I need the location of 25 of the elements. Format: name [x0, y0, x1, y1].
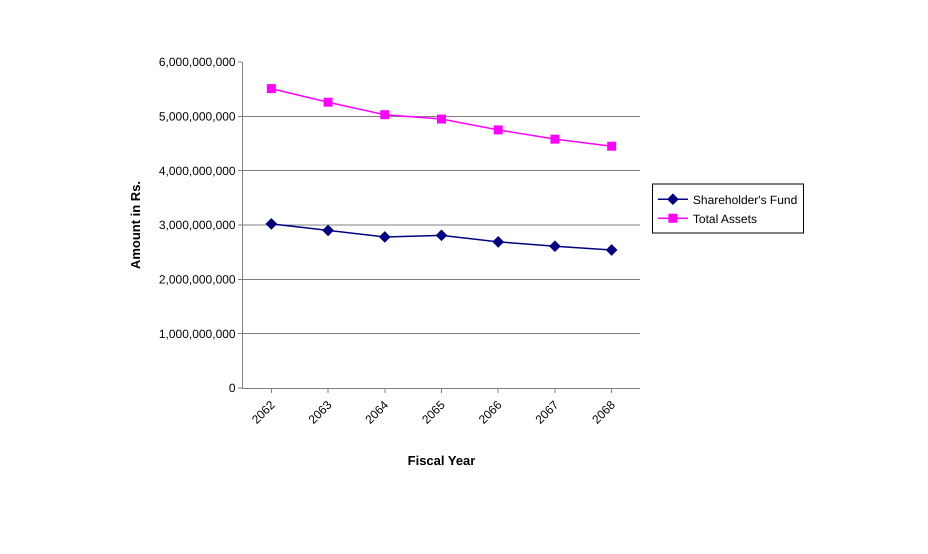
point [606, 244, 618, 256]
point [549, 240, 561, 252]
y-tick-label: 2,000,000,000 [158, 272, 236, 287]
y-tick-label: 3,000,000,000 [158, 218, 236, 232]
point [324, 98, 333, 107]
legend-label: Total Assets [692, 212, 757, 226]
point [322, 224, 334, 236]
point [266, 218, 278, 230]
y-tick-label: 6,000,000,000 [158, 55, 236, 70]
y-axis-title: Amount in Rs. [128, 180, 143, 270]
point [380, 110, 390, 120]
point [378, 231, 391, 243]
y-tick-label: 4,000,000,000 [158, 164, 236, 178]
point [492, 236, 504, 248]
point [437, 114, 446, 124]
y-tick-label: 1,000,000,000 [158, 326, 236, 341]
point [607, 142, 616, 151]
point [550, 134, 560, 144]
x-axis-title: Fiscal Year [408, 453, 476, 468]
point [436, 229, 448, 242]
point [494, 125, 503, 134]
legend-label: Shareholder's Fund [692, 192, 798, 207]
y-tick-label: 5,000,000,000 [158, 110, 236, 124]
point [266, 84, 276, 94]
y-tick-label: 0 [228, 381, 236, 396]
